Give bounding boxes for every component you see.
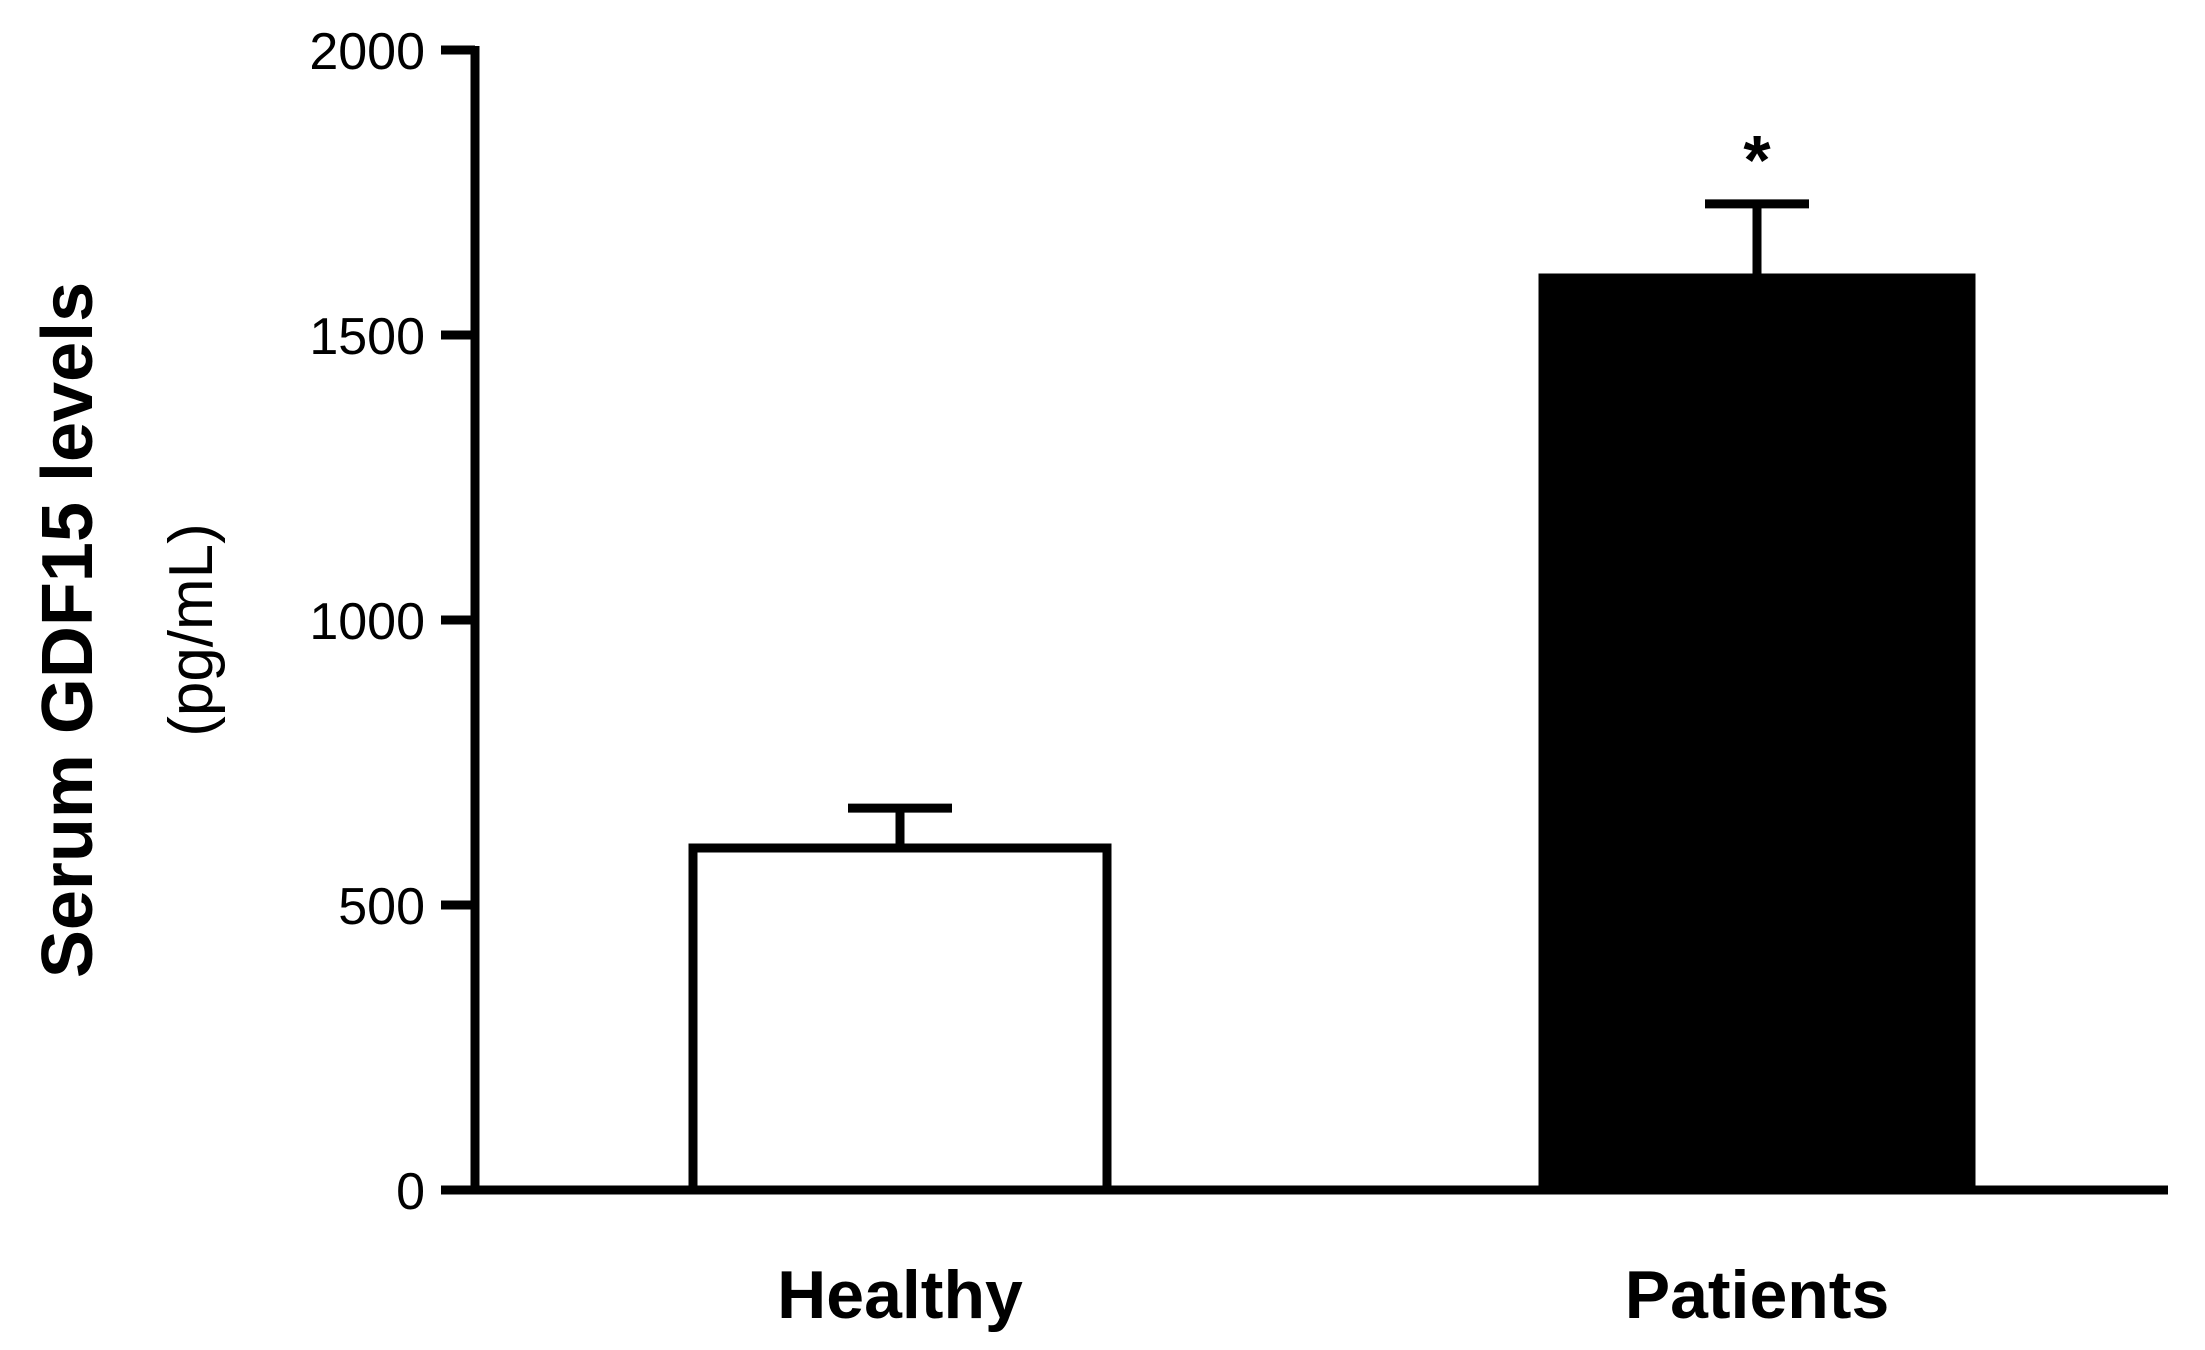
y-tick-label: 500 xyxy=(338,878,425,936)
y-tick-label: 1500 xyxy=(309,308,425,366)
y-tick-label: 2000 xyxy=(309,23,425,81)
y-axis-label-line1: Serum GDF15 levels xyxy=(28,282,108,978)
significance-marker: * xyxy=(1743,121,1771,199)
y-tick-label: 1000 xyxy=(309,593,425,651)
bar-healthy xyxy=(688,843,1112,1195)
x-category-label: Healthy xyxy=(777,1257,1023,1333)
x-category-label: Patients xyxy=(1625,1257,1890,1333)
bars: * xyxy=(688,121,1976,1195)
y-tick-label: 0 xyxy=(396,1163,425,1221)
y-axis-label-line2: (pg/mL) xyxy=(157,523,226,737)
y-axis: 0 500 1000 1500 2000 xyxy=(309,23,480,1221)
bar-patients xyxy=(1538,273,1976,1195)
y-axis-label: Serum GDF15 levels (pg/mL) xyxy=(28,282,226,978)
x-axis: Healthy Patients xyxy=(441,1185,2168,1333)
